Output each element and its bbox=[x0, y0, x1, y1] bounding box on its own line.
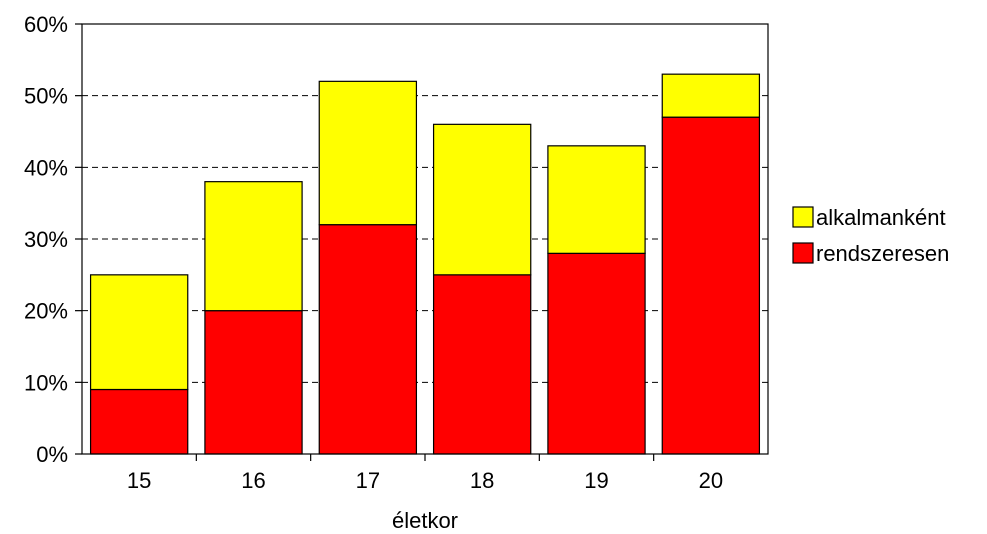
y-tick-label: 20% bbox=[24, 299, 68, 324]
x-tick-label: 15 bbox=[127, 468, 151, 493]
gridlines bbox=[82, 95, 768, 383]
bar-alkalmanként-19 bbox=[547, 145, 646, 254]
legend-swatch bbox=[792, 206, 814, 228]
bar-rendszeresen-19 bbox=[547, 252, 646, 455]
y-tick-label: 40% bbox=[24, 155, 68, 180]
legend: alkalmanként rendszeresen bbox=[792, 205, 949, 266]
bar-rendszeresen-18 bbox=[432, 274, 532, 455]
y-tick-label: 0% bbox=[36, 442, 68, 467]
bar-rendszeresen-15 bbox=[89, 388, 189, 455]
x-tick-label: 19 bbox=[584, 468, 608, 493]
legend-label: rendszeresen bbox=[816, 241, 949, 266]
legend-swatch bbox=[792, 242, 814, 264]
bar-rendszeresen-20 bbox=[661, 116, 761, 455]
y-tick-label: 30% bbox=[24, 227, 68, 252]
x-axis: 15 16 17 18 19 20 bbox=[127, 454, 723, 493]
bar-rendszeresen-16 bbox=[204, 310, 303, 455]
bar-alkalmanként-20 bbox=[661, 73, 761, 118]
bar-alkalmanként-16 bbox=[204, 181, 303, 312]
legend-label: alkalmanként bbox=[816, 205, 946, 230]
bar-rendszeresen-17 bbox=[318, 224, 418, 455]
bar-alkalmanként-15 bbox=[89, 274, 189, 391]
bars bbox=[89, 73, 761, 455]
x-tick-label: 16 bbox=[241, 468, 265, 493]
y-tick-label: 50% bbox=[24, 84, 68, 109]
y-tick-label: 10% bbox=[24, 370, 68, 395]
x-tick-label: 20 bbox=[699, 468, 723, 493]
bar-alkalmanként-18 bbox=[432, 123, 532, 276]
x-tick-label: 18 bbox=[470, 468, 494, 493]
x-axis-title: életkor bbox=[392, 508, 458, 533]
x-tick-label: 17 bbox=[356, 468, 380, 493]
bar-alkalmanként-17 bbox=[318, 80, 418, 226]
y-tick-label: 60% bbox=[24, 12, 68, 37]
y-axis: 0% 10% 20% 30% 40% 50% 60% bbox=[24, 12, 82, 467]
